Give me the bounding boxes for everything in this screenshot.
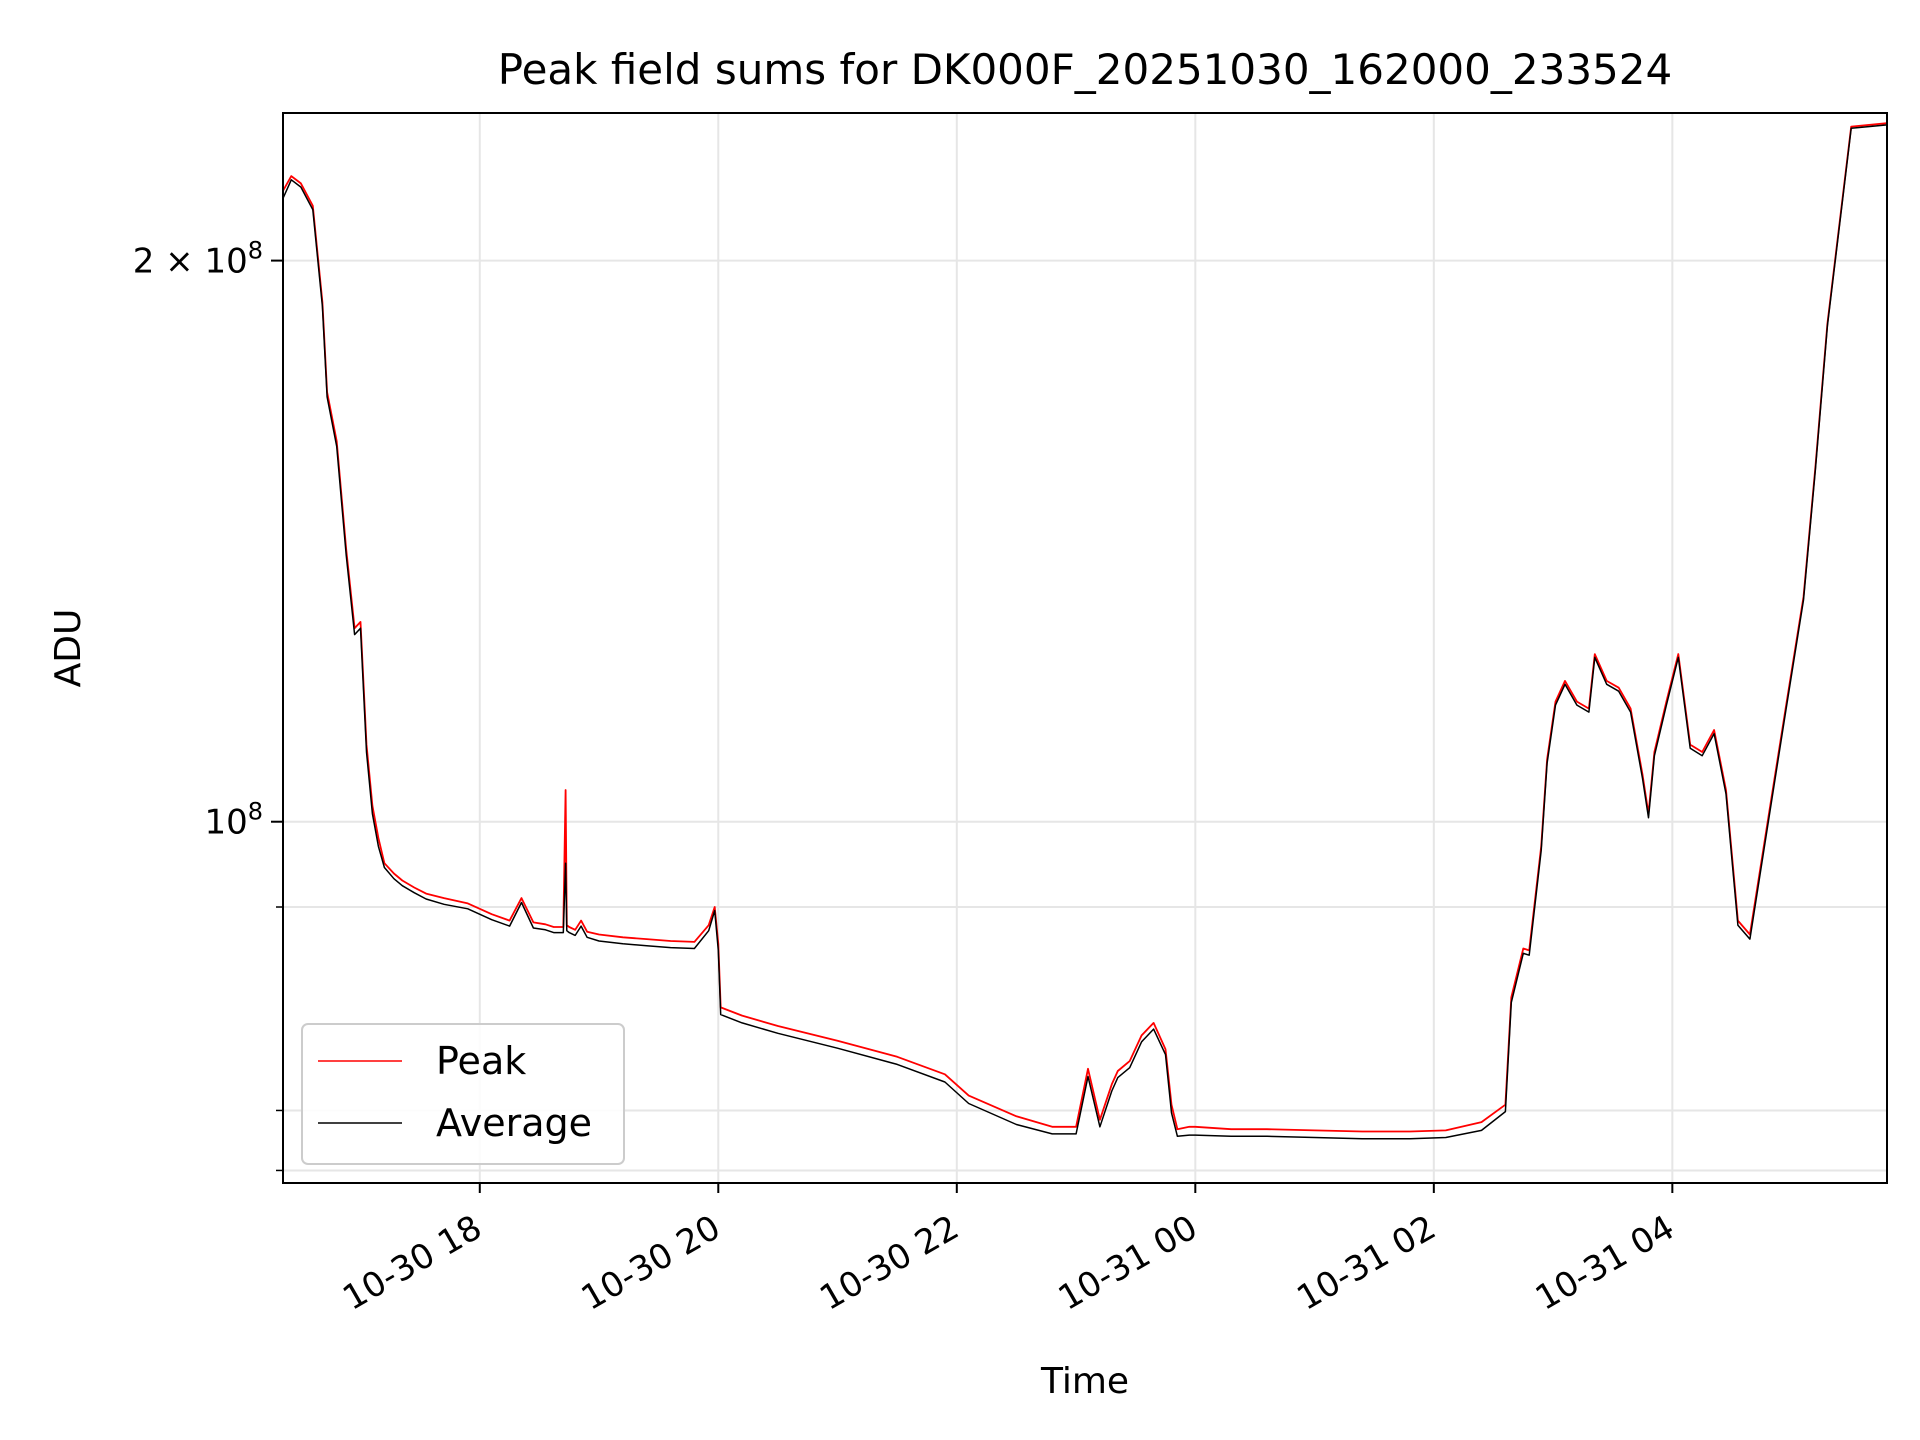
grid-layer <box>283 113 1887 1183</box>
y-tick-exponent: 8 <box>248 798 263 826</box>
legend-box <box>301 1023 625 1165</box>
legend: Peak Average <box>301 1023 625 1165</box>
x-axis-label: Time <box>1040 1361 1129 1402</box>
y-tick-label: 2 × 108 <box>133 237 263 282</box>
chart-title: Peak field sums for DK000F_20251030_1620… <box>498 45 1672 94</box>
y-tick-exponent: 8 <box>248 237 263 265</box>
y-tick-coef: 2 × <box>133 242 205 282</box>
y-tick-base: 10 <box>204 242 247 282</box>
y-tick-label: 108 <box>204 798 263 843</box>
legend-label-average: Average <box>436 1101 592 1145</box>
y-axis-label: ADU <box>48 609 89 688</box>
plot-frame <box>282 112 1888 1184</box>
series-line-average <box>282 124 1888 1140</box>
legend-label-peak: Peak <box>436 1039 526 1083</box>
y-tick-base: 10 <box>204 803 247 843</box>
series-layer <box>282 122 1888 1140</box>
